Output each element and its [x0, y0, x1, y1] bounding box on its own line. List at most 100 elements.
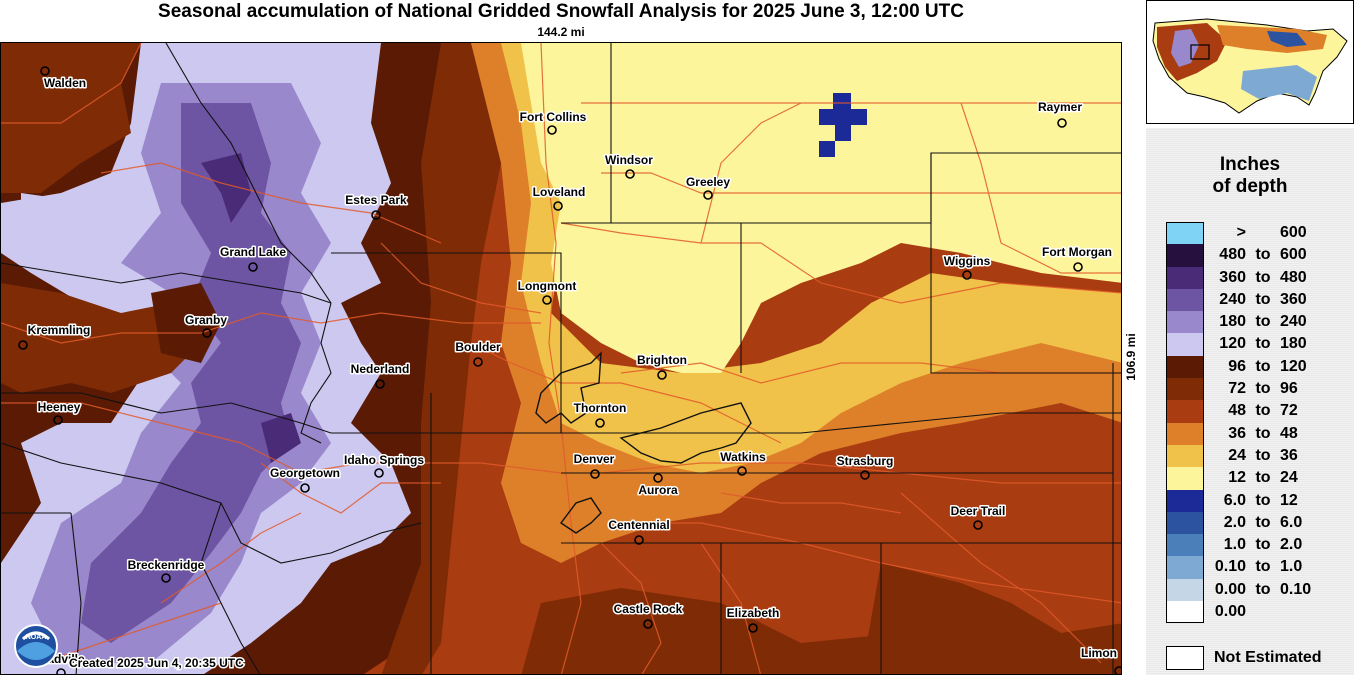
- legend-swatch: [1166, 489, 1204, 512]
- legend-swatch: [1166, 601, 1204, 624]
- legend-low-value: 0.00: [1214, 580, 1246, 598]
- not-estimated-label: Not Estimated: [1214, 649, 1322, 666]
- city-wiggins: Wiggins: [942, 253, 992, 280]
- legend-swatch: [1166, 578, 1204, 602]
- legend-swatch: [1166, 467, 1204, 490]
- legend-row: 12 to 24: [1166, 467, 1354, 490]
- zone-360-480: [201, 153, 251, 223]
- legend-swatch: [1166, 333, 1204, 356]
- city-heeney: Heeney: [36, 399, 82, 425]
- legend-swatch: [1166, 511, 1204, 535]
- legend-swatch: [1166, 534, 1204, 557]
- city-boulder: Boulder: [454, 339, 502, 367]
- city-deer-trail: Deer Trail: [949, 503, 1007, 530]
- legend-high-value: 72: [1280, 402, 1298, 420]
- snowfall-map[interactable]: Walden Fort Collins Raymer Windsor Greel…: [0, 42, 1122, 675]
- legend-high-value: 600: [1280, 224, 1307, 241]
- city-thornton: Thornton: [572, 400, 628, 428]
- zone-6-12: [819, 93, 867, 157]
- legend-to-word: to: [1255, 357, 1271, 375]
- metro-city-outlines: [535, 351, 752, 534]
- legend-high-value: 96: [1280, 380, 1298, 398]
- city-castle-rock: Castle Rock: [612, 601, 684, 629]
- legend-low-value: 240: [1219, 290, 1246, 308]
- legend-high-value: 48: [1280, 424, 1298, 442]
- legend-high-value: 6.0: [1280, 513, 1303, 531]
- legend-low-value: 12: [1228, 469, 1246, 487]
- legend-high-value: 12: [1280, 491, 1298, 509]
- svg-text:Watkins: Watkins: [720, 450, 766, 464]
- svg-text:Granby: Granby: [185, 313, 227, 327]
- legend-to-word: to: [1255, 424, 1271, 442]
- legend-to-word: to: [1255, 290, 1271, 308]
- legend-title-line2: of depth: [1212, 176, 1288, 197]
- svg-text:Loveland: Loveland: [533, 185, 586, 199]
- legend-row: 360 to 480: [1166, 266, 1354, 289]
- legend-row: 0.00: [1166, 601, 1354, 624]
- city-brighton: Brighton: [636, 352, 689, 380]
- vertical-scale: 106.9 mi: [1122, 0, 1140, 675]
- legend-row: 48 to 72: [1166, 400, 1354, 423]
- svg-text:Elizabeth: Elizabeth: [727, 606, 780, 620]
- legend-swatch: [1166, 288, 1204, 312]
- legend-title-line1: Inches: [1219, 154, 1281, 175]
- svg-text:Raymer: Raymer: [1038, 100, 1082, 114]
- created-timestamp: Created 2025 Jun 4, 20:35 UTC: [69, 656, 244, 670]
- svg-text:Aurora: Aurora: [638, 483, 678, 497]
- legend-high-value: 480: [1280, 268, 1307, 286]
- noaa-logo: NOAA: [14, 624, 58, 668]
- city-elizabeth: Elizabeth: [725, 605, 781, 633]
- svg-text:Kremmling: Kremmling: [28, 323, 91, 337]
- city-breckenridge: Breckenridge: [126, 557, 206, 583]
- svg-text:Limon: Limon: [1081, 646, 1117, 660]
- svg-text:Estes Park: Estes Park: [345, 193, 407, 207]
- city-greeley: Greeley: [684, 174, 732, 200]
- legend-high-value: 0.10: [1280, 580, 1312, 598]
- legend-high-value: 120: [1280, 357, 1307, 375]
- svg-text:Centennial: Centennial: [608, 518, 669, 532]
- city-kremmling: Kremmling: [18, 322, 92, 350]
- zone-72-96-foothills: [381, 43, 501, 674]
- svg-text:Brighton: Brighton: [637, 353, 687, 367]
- city-watkins: Watkins: [719, 449, 768, 476]
- svg-text:Castle Rock: Castle Rock: [614, 602, 683, 616]
- svg-text:NOAA: NOAA: [26, 634, 47, 641]
- legend-swatch: [1166, 556, 1204, 579]
- legend-low-value: 480: [1219, 246, 1246, 264]
- legend-row: 480 to 600: [1166, 244, 1354, 267]
- legend-to-word: to: [1255, 268, 1271, 286]
- zone-12-24: [521, 43, 1121, 373]
- legend-low-value: 2.0: [1223, 513, 1246, 531]
- county-boundaries: [1, 43, 1121, 674]
- legend-row: 0.00 to 0.10: [1166, 578, 1354, 602]
- road-network: [1, 43, 1121, 674]
- legend-low-value: 360: [1219, 268, 1246, 286]
- legend-row: 24 to 36: [1166, 444, 1354, 468]
- legend-to-word: to: [1255, 558, 1271, 576]
- legend-to-word: to: [1255, 246, 1271, 264]
- legend-row: 1.0 to 2.0: [1166, 534, 1354, 557]
- city-estes-park: Estes Park: [344, 192, 409, 220]
- legend-low-value: 24: [1228, 446, 1246, 464]
- legend-low-value: >: [1236, 224, 1246, 241]
- map-title: Seasonal accumulation of National Gridde…: [158, 1, 964, 22]
- city-windsor: Windsor: [604, 152, 655, 179]
- legend-row: 36 to 48: [1166, 422, 1354, 445]
- inset-southeast: [1241, 65, 1317, 101]
- svg-text:Heeney: Heeney: [38, 400, 81, 414]
- legend-to-word: to: [1255, 313, 1271, 331]
- legend-swatch: [1166, 422, 1204, 445]
- legend-row: 6.0 to 12: [1166, 489, 1354, 512]
- city-fort-collins: Fort Collins: [518, 109, 588, 135]
- city-grand-lake: Grand Lake: [218, 244, 288, 272]
- legend-to-word: to: [1255, 536, 1271, 554]
- zone-72-96-granby: [1, 283, 201, 393]
- svg-text:Longmont: Longmont: [518, 279, 577, 293]
- legend-row: 120 to 180: [1166, 333, 1354, 356]
- svg-text:Fort Collins: Fort Collins: [520, 110, 587, 124]
- legend-swatch: [1166, 244, 1204, 267]
- horizontal-scale-label: 144.2 mi: [537, 25, 585, 39]
- svg-text:Georgetown: Georgetown: [270, 466, 340, 480]
- svg-text:Thornton: Thornton: [574, 401, 627, 415]
- zone-96-120-granby: [151, 283, 221, 363]
